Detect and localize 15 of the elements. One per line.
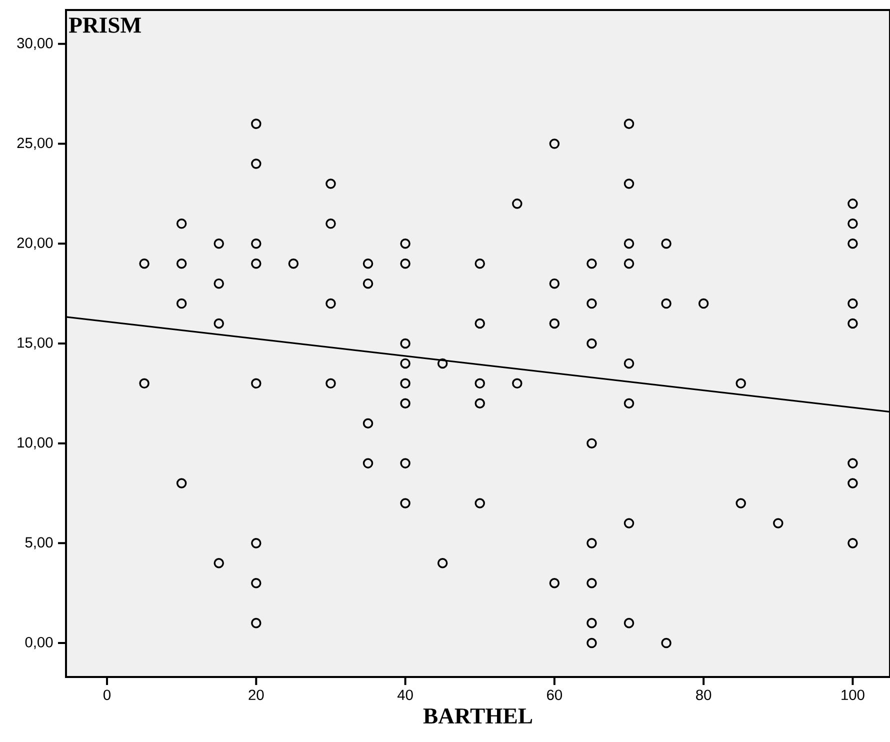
y-tick-label: 25,00	[17, 138, 53, 150]
x-axis-title: BARTHEL	[423, 708, 532, 724]
y-tick-label: 10,00	[18, 437, 53, 450]
x-tick-label: 80	[696, 690, 712, 700]
y-tick-label: 0,00	[25, 636, 53, 650]
x-tick-label: 40	[397, 690, 413, 700]
x-tick-label: 60	[547, 690, 562, 700]
y-tick-label: 15,00	[18, 337, 53, 350]
y-tick-label: 5,00	[25, 537, 53, 550]
x-tick-label: 100	[842, 690, 864, 700]
x-tick-label: 20	[248, 690, 264, 700]
y-axis-title: PRISM	[69, 18, 141, 33]
x-tick-label: 0	[104, 690, 111, 700]
y-tick-label: 30,00	[17, 38, 53, 50]
y-tick-label: 20,00	[17, 238, 53, 250]
